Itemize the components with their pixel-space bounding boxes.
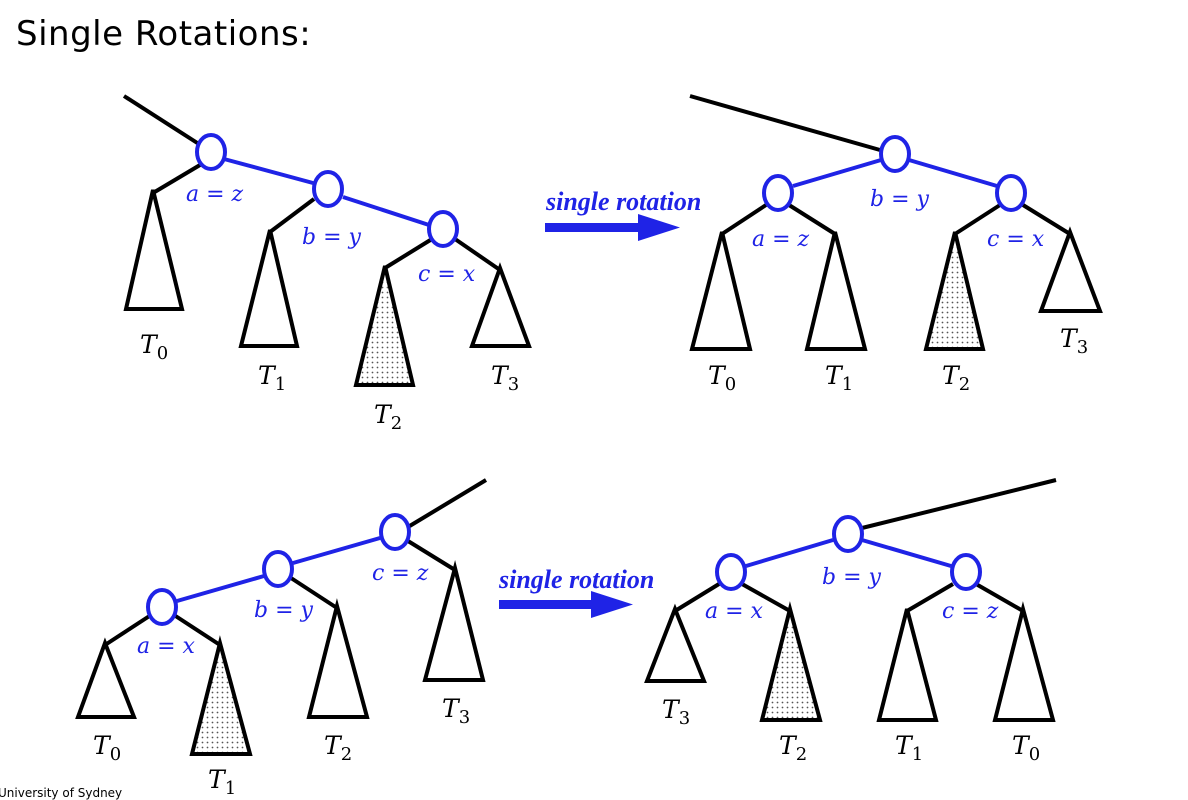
page-title: Single Rotations: bbox=[16, 14, 312, 54]
node-a-label: a = x bbox=[705, 599, 764, 624]
arrow-head bbox=[638, 214, 680, 241]
node-b bbox=[262, 550, 294, 588]
subtree-t0 bbox=[123, 189, 185, 311]
edge-c-t3 bbox=[406, 539, 457, 572]
subtree-label: T1 bbox=[825, 361, 853, 395]
node-a bbox=[146, 588, 178, 626]
subtree-t3 bbox=[1038, 226, 1103, 313]
node-c bbox=[950, 553, 982, 591]
edge-b-a bbox=[792, 158, 882, 188]
subtree-t3 bbox=[422, 560, 486, 682]
arrow-top: single rotation bbox=[545, 187, 701, 241]
edge-c-t0 bbox=[975, 582, 1024, 613]
subtree-t3 bbox=[644, 603, 707, 683]
subtree-t0 bbox=[689, 231, 753, 351]
subtree-label: T2 bbox=[779, 731, 807, 765]
node-a bbox=[762, 174, 794, 212]
node-b bbox=[832, 515, 864, 553]
edge-b-t1 bbox=[268, 197, 316, 234]
parent-edge bbox=[689, 94, 881, 152]
edge-a-t3 bbox=[673, 582, 721, 613]
edge-b-t2 bbox=[289, 576, 339, 610]
edge-b-a bbox=[176, 574, 265, 603]
subtree-label: T1 bbox=[258, 361, 286, 395]
subtree-t1 bbox=[804, 231, 868, 351]
node-c-label: c = z bbox=[942, 599, 999, 624]
edge-c-t3 bbox=[453, 237, 502, 272]
arrow-label: single rotation bbox=[498, 565, 654, 594]
parent-edge bbox=[122, 94, 204, 148]
node-c-label: c = x bbox=[987, 227, 1045, 252]
edge-b-a bbox=[745, 538, 834, 568]
subtree-label: T3 bbox=[442, 694, 470, 728]
subtree-label: T0 bbox=[708, 361, 736, 395]
node-c-label: c = x bbox=[418, 262, 476, 287]
subtree-label: T0 bbox=[140, 330, 168, 364]
edge-b-c bbox=[342, 195, 430, 227]
diagram-top-left: a = z b = y c = x T0 T1 T2 T3 bbox=[122, 94, 532, 434]
edge-a-t0 bbox=[103, 613, 153, 647]
subtree-t2 bbox=[759, 601, 823, 722]
node-b-label: b = y bbox=[822, 565, 882, 590]
node-a bbox=[715, 553, 747, 591]
arrow-shaft bbox=[499, 600, 595, 609]
subtree-label: T2 bbox=[942, 361, 970, 395]
subtree-t1 bbox=[238, 229, 300, 348]
node-a-label: a = z bbox=[752, 227, 810, 252]
subtree-label: T0 bbox=[93, 731, 121, 765]
node-a-label: a = z bbox=[186, 182, 244, 207]
edge-a-t1 bbox=[787, 203, 837, 236]
node-c-label: c = z bbox=[372, 561, 429, 586]
edge-c-t3 bbox=[1021, 203, 1072, 236]
node-c bbox=[995, 174, 1027, 212]
node-b-label: b = y bbox=[254, 598, 314, 623]
subtree-label: T2 bbox=[324, 731, 352, 765]
subtree-t2 bbox=[306, 598, 370, 719]
subtree-t1 bbox=[189, 635, 253, 756]
edge-c-t2 bbox=[383, 237, 434, 270]
subtree-t3 bbox=[469, 262, 532, 348]
diagram-top-right: a = z b = y c = x T0 T1 T2 T3 bbox=[689, 94, 1103, 395]
arrow-bottom: single rotation bbox=[498, 565, 654, 618]
edge-a-t1 bbox=[172, 613, 222, 647]
diagram-bottom-left: a = x b = y c = z T0 T1 T2 T3 bbox=[75, 478, 488, 796]
node-a bbox=[195, 133, 227, 171]
subtree-label: T2 bbox=[374, 400, 402, 434]
node-c bbox=[379, 513, 411, 551]
arrow-shaft bbox=[545, 223, 642, 232]
node-b-label: b = y bbox=[870, 187, 930, 212]
subtree-label: T3 bbox=[662, 695, 690, 729]
edge-b-c bbox=[861, 538, 952, 568]
subtree-t0 bbox=[75, 637, 137, 719]
edge-a-t0 bbox=[720, 203, 768, 236]
footer-text: University of Sydney bbox=[0, 786, 123, 800]
subtree-label: T3 bbox=[491, 361, 519, 395]
subtree-t0 bbox=[992, 601, 1056, 722]
parent-edge bbox=[406, 478, 488, 529]
node-c bbox=[427, 210, 459, 248]
edge-c-t2 bbox=[953, 203, 1002, 236]
edge-c-t1 bbox=[905, 582, 955, 613]
edge-a-t0 bbox=[151, 163, 202, 195]
edge-a-t2 bbox=[741, 582, 791, 613]
node-b bbox=[879, 135, 911, 173]
edge-c-b bbox=[292, 536, 381, 565]
subtree-label: T3 bbox=[1060, 324, 1088, 358]
subtree-label: T1 bbox=[208, 765, 236, 796]
diagram-bottom-right: a = x b = y c = z T3 T2 T1 T0 bbox=[644, 478, 1057, 765]
edge-b-c bbox=[908, 158, 998, 188]
subtree-label: T0 bbox=[1012, 731, 1040, 765]
parent-edge bbox=[861, 478, 1057, 530]
subtree-t1 bbox=[876, 608, 939, 722]
subtree-t2 bbox=[353, 265, 416, 387]
edge-a-b bbox=[223, 157, 314, 185]
arrow-label: single rotation bbox=[545, 187, 701, 216]
arrow-head bbox=[591, 591, 633, 618]
node-b-label: b = y bbox=[302, 225, 362, 250]
subtree-t2 bbox=[923, 231, 986, 351]
subtree-label: T1 bbox=[895, 731, 923, 765]
node-a-label: a = x bbox=[137, 634, 196, 659]
node-b bbox=[312, 170, 344, 208]
